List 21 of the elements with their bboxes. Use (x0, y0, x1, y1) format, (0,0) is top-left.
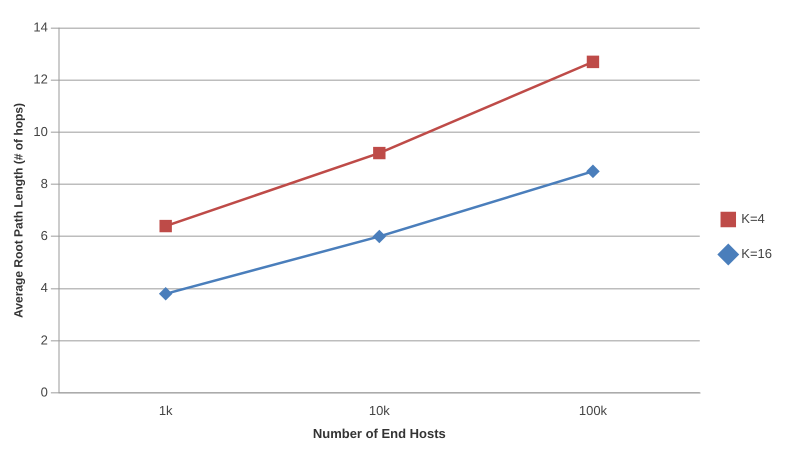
legend-label: K=16 (741, 246, 772, 262)
y-tick-label: 2 (40, 332, 48, 348)
x-axis-title: Number of End Hosts (312, 426, 446, 441)
y-tick-label: 0 (40, 384, 48, 400)
y-tick-label: 10 (33, 124, 48, 139)
y-tick-label: 8 (40, 176, 48, 191)
y-tick-label: 6 (40, 228, 48, 244)
point (159, 288, 172, 300)
point (373, 146, 386, 160)
x-tick-label: 100k (578, 403, 608, 418)
y-tick-label: 12 (33, 72, 48, 87)
point (373, 230, 386, 243)
y-tick-label: 4 (40, 280, 48, 296)
y-axis-title: Average Root Path Length (# of hops) (12, 102, 26, 318)
point (586, 165, 600, 178)
x-tick-label: 1k (158, 403, 174, 418)
x-tick-label: 10k (368, 403, 390, 418)
point (159, 220, 172, 232)
point (586, 56, 600, 68)
y-tick-label: 14 (33, 20, 48, 35)
legend-label: K=4 (741, 211, 765, 226)
